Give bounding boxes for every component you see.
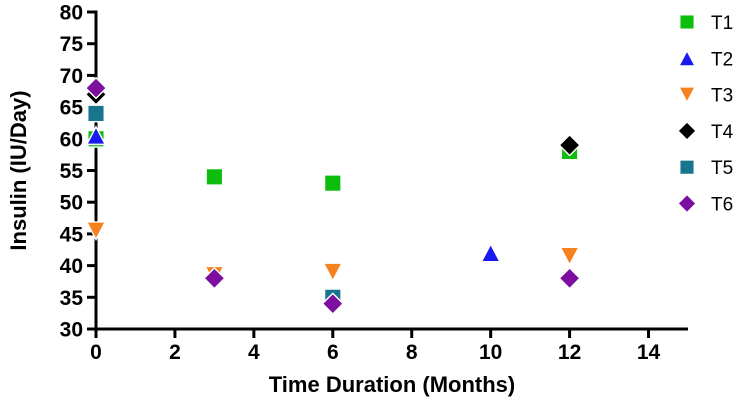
- legend: T1 T2 T3 T4 T5 T6: [676, 13, 734, 216]
- legend-marker-T1-icon: [679, 14, 695, 30]
- data-point-T3: [559, 246, 581, 267]
- y-tick-label: 50: [60, 192, 83, 215]
- legend-item-label: T1: [711, 13, 733, 34]
- legend-item-label: T2: [711, 49, 733, 70]
- legend-marker-T6-icon: [676, 193, 698, 214]
- legend-item-T6: T6: [676, 193, 733, 216]
- y-tick-label: 55: [60, 160, 84, 183]
- legend-item-label: T4: [711, 122, 734, 143]
- y-tick-label: 35: [60, 287, 84, 310]
- x-tick-label: 12: [558, 341, 581, 364]
- legend-item-label: T5: [711, 158, 733, 179]
- y-tick-label: 30: [60, 319, 83, 342]
- legend-item-label: T6: [711, 195, 733, 216]
- y-axis-title: Insulin (IU/Day): [6, 90, 31, 250]
- data-point-T6: [321, 292, 345, 315]
- data-point-T6: [203, 266, 226, 290]
- data-point-T3: [85, 221, 107, 241]
- legend-item-T1: T1: [679, 13, 733, 34]
- legend-item-T5: T5: [679, 158, 733, 179]
- legend-marker-T2-icon: [677, 49, 697, 67]
- legend-item-label: T3: [711, 86, 733, 107]
- x-tick-label: 14: [637, 341, 661, 364]
- y-tick-label: 40: [60, 255, 83, 278]
- y-tick-label: 75: [60, 33, 84, 56]
- data-point-T2: [480, 242, 502, 263]
- y-tick-label: 45: [60, 223, 84, 246]
- legend-item-T4: T4: [676, 120, 734, 143]
- legend-item-T3: T3: [677, 86, 733, 107]
- data-point-T1: [205, 167, 224, 186]
- y-tick-label: 60: [60, 128, 83, 151]
- data-point-T4: [558, 133, 581, 157]
- data-point-T5: [87, 104, 105, 123]
- data-point-T3: [322, 262, 344, 283]
- data-point-T2: [85, 125, 107, 146]
- legend-marker-T5-icon: [679, 159, 695, 176]
- x-tick-label: 2: [169, 341, 181, 364]
- legend-marker-T4-icon: [676, 120, 698, 141]
- y-tick-label: 70: [60, 65, 83, 88]
- x-tick-label: 4: [248, 341, 260, 364]
- data-point-T1: [323, 174, 342, 193]
- x-tick-label: 8: [406, 341, 418, 364]
- data-point-T6: [84, 76, 108, 100]
- legend-item-T2: T2: [677, 49, 733, 70]
- x-tick-label: 0: [90, 341, 102, 364]
- y-tick-label: 80: [60, 2, 83, 25]
- x-axis-title: Time Duration (Months): [269, 372, 515, 397]
- x-tick-label: 6: [327, 341, 339, 364]
- y-tick-label: 65: [60, 97, 84, 120]
- legend-marker-T3-icon: [677, 86, 697, 104]
- data-point-T6: [558, 266, 581, 290]
- x-tick-label: 10: [479, 341, 502, 364]
